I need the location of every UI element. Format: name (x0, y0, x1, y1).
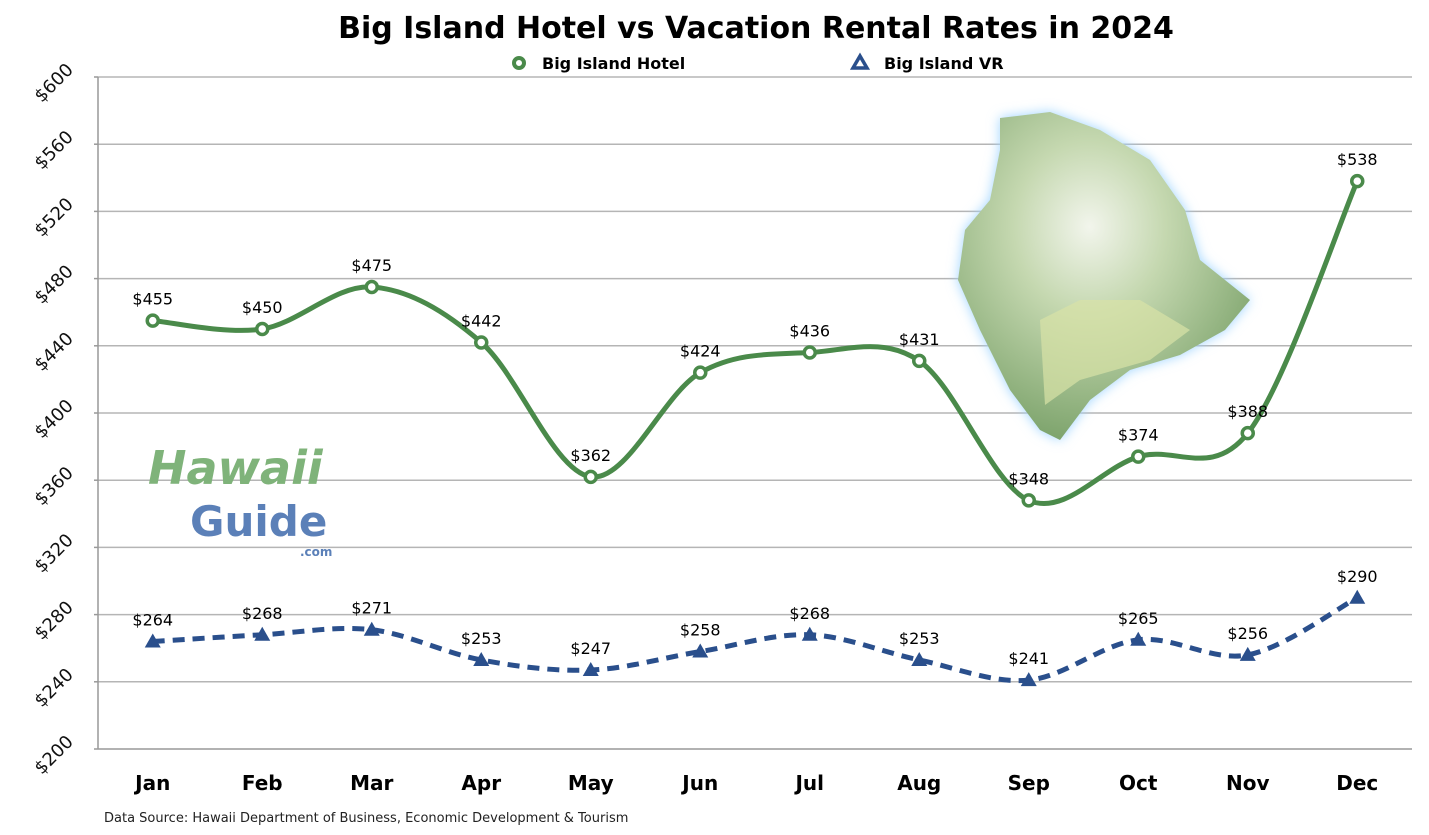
x-tick-label: Mar (350, 771, 393, 795)
y-tick-label: $200 (30, 731, 77, 778)
x-tick-label: Dec (1336, 771, 1378, 795)
y-tick-label: $560 (30, 127, 77, 174)
data-point-vr (254, 626, 271, 641)
y-tick-label: $400 (30, 395, 77, 442)
data-point-vr (1239, 646, 1256, 661)
legend-label-vr: Big Island VR (884, 54, 1004, 73)
data-label: $538 (1337, 150, 1378, 169)
data-label: $247 (570, 639, 611, 658)
data-label: $265 (1118, 609, 1159, 628)
data-label: $253 (899, 629, 940, 648)
series (144, 173, 1366, 687)
data-point-hotel (255, 321, 270, 337)
data-point-vr (582, 662, 599, 677)
x-tick-label: Sep (1008, 771, 1050, 795)
data-point-vr (363, 621, 380, 636)
data-labels: $455 $450 $475 $442 $362 $424 $436 $431 $348 $374… (132, 150, 1377, 668)
data-label: $424 (680, 342, 721, 361)
data-point-vr (1130, 631, 1147, 646)
legend-marker-vr (849, 52, 871, 70)
data-label: $475 (351, 256, 392, 275)
y-tick-label: $520 (30, 194, 77, 241)
y-tick-label: $240 (30, 664, 77, 711)
data-point-hotel (583, 469, 598, 485)
data-label: $348 (1008, 469, 1049, 488)
x-tick-label: May (568, 771, 614, 795)
data-label: $388 (1227, 402, 1268, 421)
data-label: $374 (1118, 426, 1159, 445)
x-tick-label: Jul (793, 771, 824, 795)
x-tick-label: Oct (1119, 771, 1158, 795)
x-tick-label: Nov (1226, 771, 1270, 795)
legend-label-hotel: Big Island Hotel (542, 54, 685, 73)
series-line-vr (152, 595, 1359, 684)
y-tick-label: $600 (30, 59, 77, 106)
data-point-vr (1349, 589, 1366, 604)
data-point-hotel (1131, 449, 1146, 464)
data-point-hotel (912, 353, 927, 369)
data-label: $241 (1008, 649, 1049, 668)
y-tick-label: $360 (30, 463, 77, 510)
data-point-hotel (145, 313, 160, 328)
data-point-hotel (802, 345, 817, 360)
data-label: $268 (789, 604, 830, 623)
legend-marker-hotel (512, 56, 526, 70)
data-point-vr (144, 633, 161, 648)
data-label: $362 (570, 446, 611, 465)
legend: Big Island Hotel Big Island VR (512, 52, 1004, 73)
data-label: $253 (461, 629, 502, 648)
x-tick-label: Aug (897, 771, 941, 795)
big-island-map-image (958, 112, 1250, 440)
data-label: $450 (242, 298, 283, 317)
gridlines (94, 76, 1412, 750)
x-tick-label: Feb (242, 771, 283, 795)
logo-line2: Guide (190, 497, 327, 546)
data-label: $436 (789, 322, 830, 341)
data-label: $256 (1227, 624, 1268, 643)
data-point-hotel (1021, 493, 1036, 508)
data-label: $258 (680, 621, 721, 640)
data-point-vr (692, 643, 709, 658)
logo-line3: .com (300, 545, 332, 559)
chart-title: Big Island Hotel vs Vacation Rental Rate… (338, 11, 1174, 46)
data-label: $264 (132, 610, 173, 629)
logo-line1: Hawaii (148, 441, 324, 495)
data-source: Data Source: Hawaii Department of Busine… (104, 811, 628, 826)
data-label: $290 (1337, 567, 1378, 586)
data-point-vr (1020, 672, 1037, 687)
data-point-vr (473, 651, 490, 666)
x-tick-label: Jan (133, 771, 170, 795)
data-label: $431 (899, 330, 940, 349)
data-point-vr (801, 626, 818, 641)
data-label: $268 (242, 604, 283, 623)
data-label: $271 (351, 599, 392, 618)
data-label: $455 (132, 290, 173, 309)
y-tick-label: $280 (30, 597, 77, 644)
y-tick-label: $320 (30, 530, 77, 577)
data-point-vr (911, 651, 928, 666)
x-tick-label: Apr (461, 771, 501, 795)
data-label: $442 (461, 311, 502, 330)
data-point-hotel (474, 335, 489, 350)
x-axis-ticks: Jan Feb Mar Apr May Jun Jul Aug Sep Oct Nov Dec (133, 771, 1378, 795)
data-point-hotel (1240, 425, 1255, 441)
hawaii-guide-logo: Hawaii Guide .com (148, 441, 332, 559)
y-tick-label: $480 (30, 261, 77, 308)
data-point-hotel (693, 365, 708, 380)
x-tick-label: Jun (680, 771, 718, 795)
y-tick-label: $440 (30, 328, 77, 375)
y-axis-ticks: $200 $240 $280 $320 $360 $400 $440 $480 $520 $560… (30, 59, 77, 778)
data-point-hotel (364, 279, 379, 295)
data-point-hotel (1350, 173, 1365, 189)
